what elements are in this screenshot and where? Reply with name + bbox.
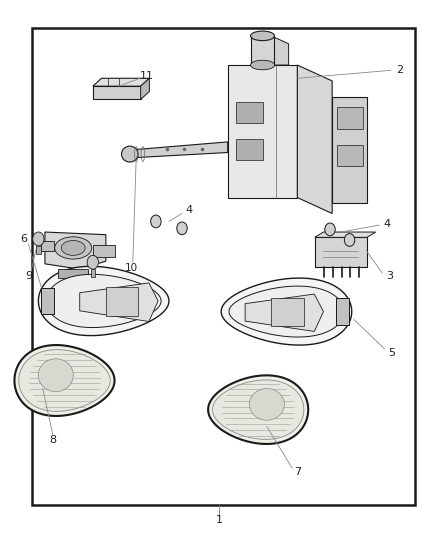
Text: 2: 2 [396, 66, 403, 75]
Polygon shape [41, 241, 53, 251]
Bar [336, 298, 349, 325]
Polygon shape [45, 232, 106, 269]
Text: 7: 7 [294, 467, 301, 477]
Bar [106, 287, 138, 316]
Circle shape [177, 222, 187, 235]
Text: 3: 3 [387, 271, 393, 280]
Bar [336, 108, 363, 128]
Text: 8: 8 [49, 435, 57, 445]
Polygon shape [332, 97, 367, 203]
Polygon shape [229, 286, 344, 337]
Bar [237, 102, 262, 123]
Text: 10: 10 [124, 263, 138, 272]
Polygon shape [315, 237, 367, 266]
Polygon shape [228, 65, 297, 198]
Polygon shape [80, 283, 158, 321]
Text: 6: 6 [21, 234, 28, 244]
Polygon shape [93, 78, 149, 86]
Text: 9: 9 [25, 271, 32, 281]
Ellipse shape [38, 359, 73, 392]
Polygon shape [315, 232, 376, 237]
Bar [36, 246, 41, 254]
Circle shape [151, 215, 161, 228]
Polygon shape [297, 65, 332, 214]
Text: 5: 5 [388, 348, 395, 358]
Polygon shape [208, 375, 308, 444]
Polygon shape [221, 278, 352, 345]
Polygon shape [58, 269, 88, 278]
Polygon shape [93, 86, 141, 100]
Circle shape [33, 232, 44, 246]
Ellipse shape [55, 237, 92, 259]
Text: 4: 4 [185, 205, 192, 215]
Ellipse shape [251, 31, 275, 41]
Ellipse shape [121, 146, 138, 162]
Bar [91, 269, 95, 277]
Text: 11: 11 [140, 70, 154, 80]
Text: 4: 4 [383, 219, 391, 229]
Polygon shape [254, 36, 289, 65]
Polygon shape [14, 345, 115, 416]
Ellipse shape [61, 240, 85, 255]
Circle shape [325, 223, 335, 236]
Bar [336, 144, 363, 166]
Text: 1: 1 [215, 515, 223, 525]
Polygon shape [212, 380, 304, 439]
Bar [32, 28, 415, 505]
Bar [271, 298, 304, 326]
Circle shape [344, 233, 355, 246]
Polygon shape [132, 142, 228, 158]
Polygon shape [93, 245, 115, 257]
Bar [41, 288, 54, 314]
Polygon shape [141, 78, 149, 100]
Polygon shape [245, 294, 323, 332]
Polygon shape [46, 274, 161, 328]
Ellipse shape [251, 60, 275, 70]
Polygon shape [39, 266, 169, 336]
Bar [237, 139, 262, 160]
Bar [251, 36, 275, 65]
Polygon shape [19, 350, 110, 411]
Circle shape [87, 255, 99, 269]
Ellipse shape [249, 389, 284, 420]
